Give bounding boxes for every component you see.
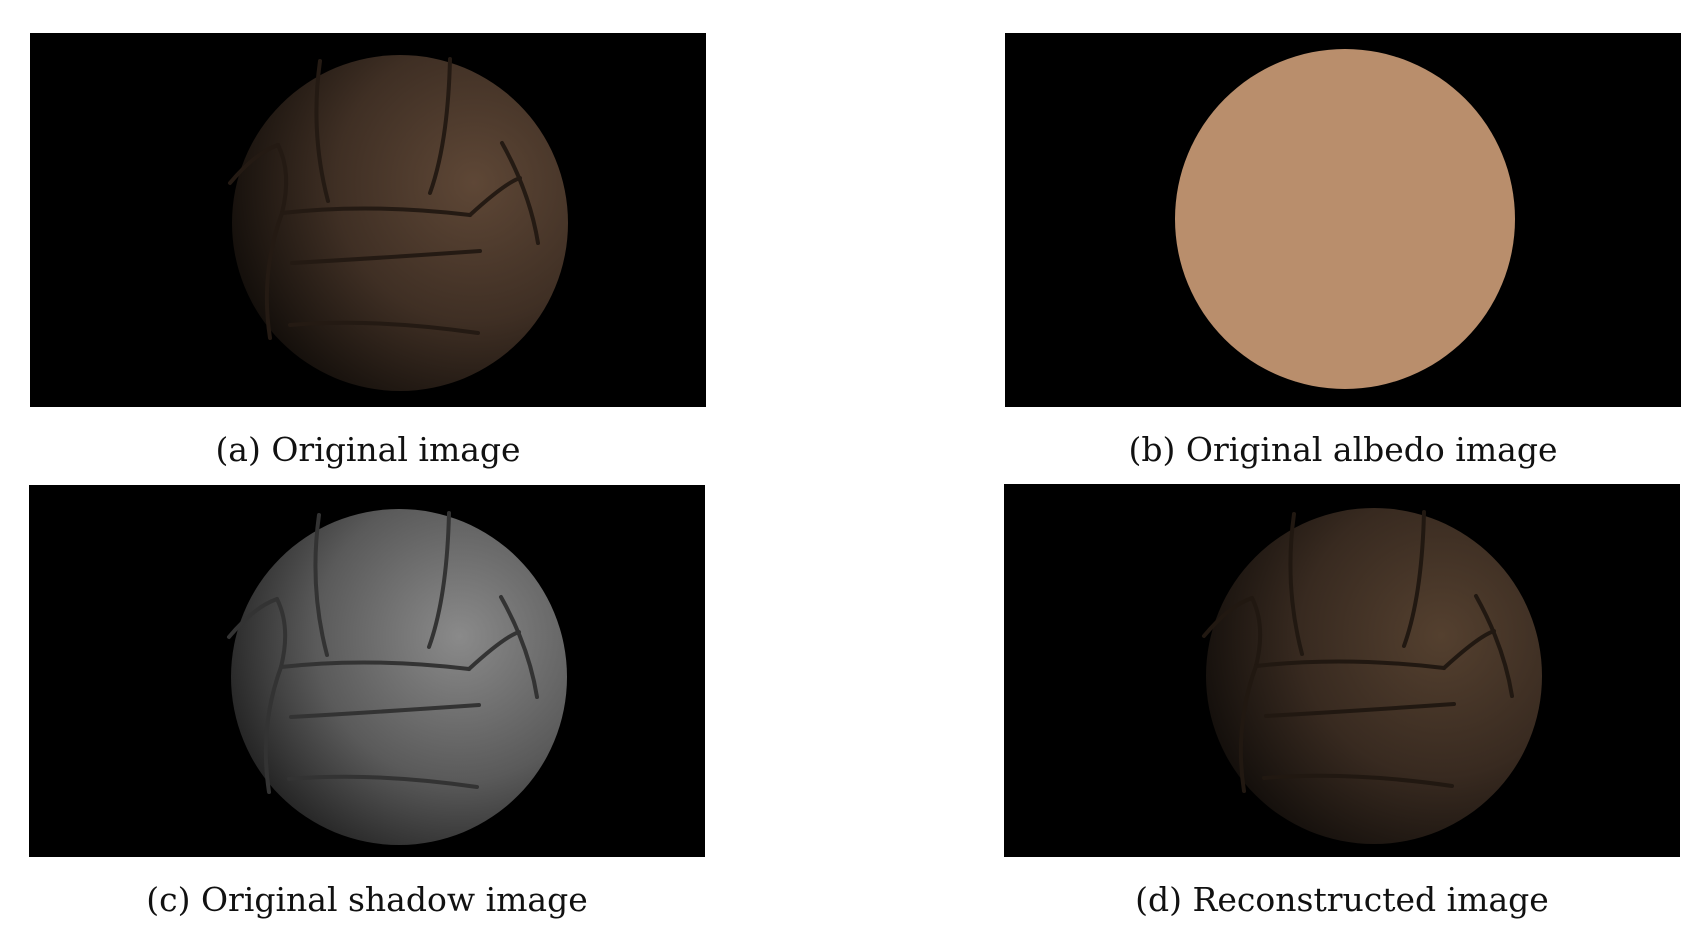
ball-seams: [228, 57, 540, 340]
original-albedo-disk: [1175, 49, 1515, 389]
caption-original-image: (a) Original image: [215, 430, 521, 469]
caption-original-albedo-image: (b) Original albedo image: [1128, 430, 1558, 469]
ball: [1206, 508, 1542, 844]
original-image-volleyball: [228, 55, 568, 391]
albedo-disk: [1175, 49, 1515, 389]
reconstructed-image-panel: [1004, 484, 1680, 857]
caption-original-shadow-image: (c) Original shadow image: [146, 880, 588, 919]
original-shadow-panel: [29, 485, 705, 857]
caption-reconstructed-image: (d) Reconstructed image: [1135, 880, 1549, 919]
reconstructed-volleyball: [1202, 508, 1542, 844]
original-image-panel: [30, 33, 706, 407]
original-shadow-volleyball: [227, 509, 567, 845]
ball-seams: [1202, 510, 1514, 793]
ball: [231, 509, 567, 845]
ball: [232, 55, 568, 391]
ball-seams: [227, 511, 539, 794]
original-albedo-panel: [1005, 33, 1681, 407]
